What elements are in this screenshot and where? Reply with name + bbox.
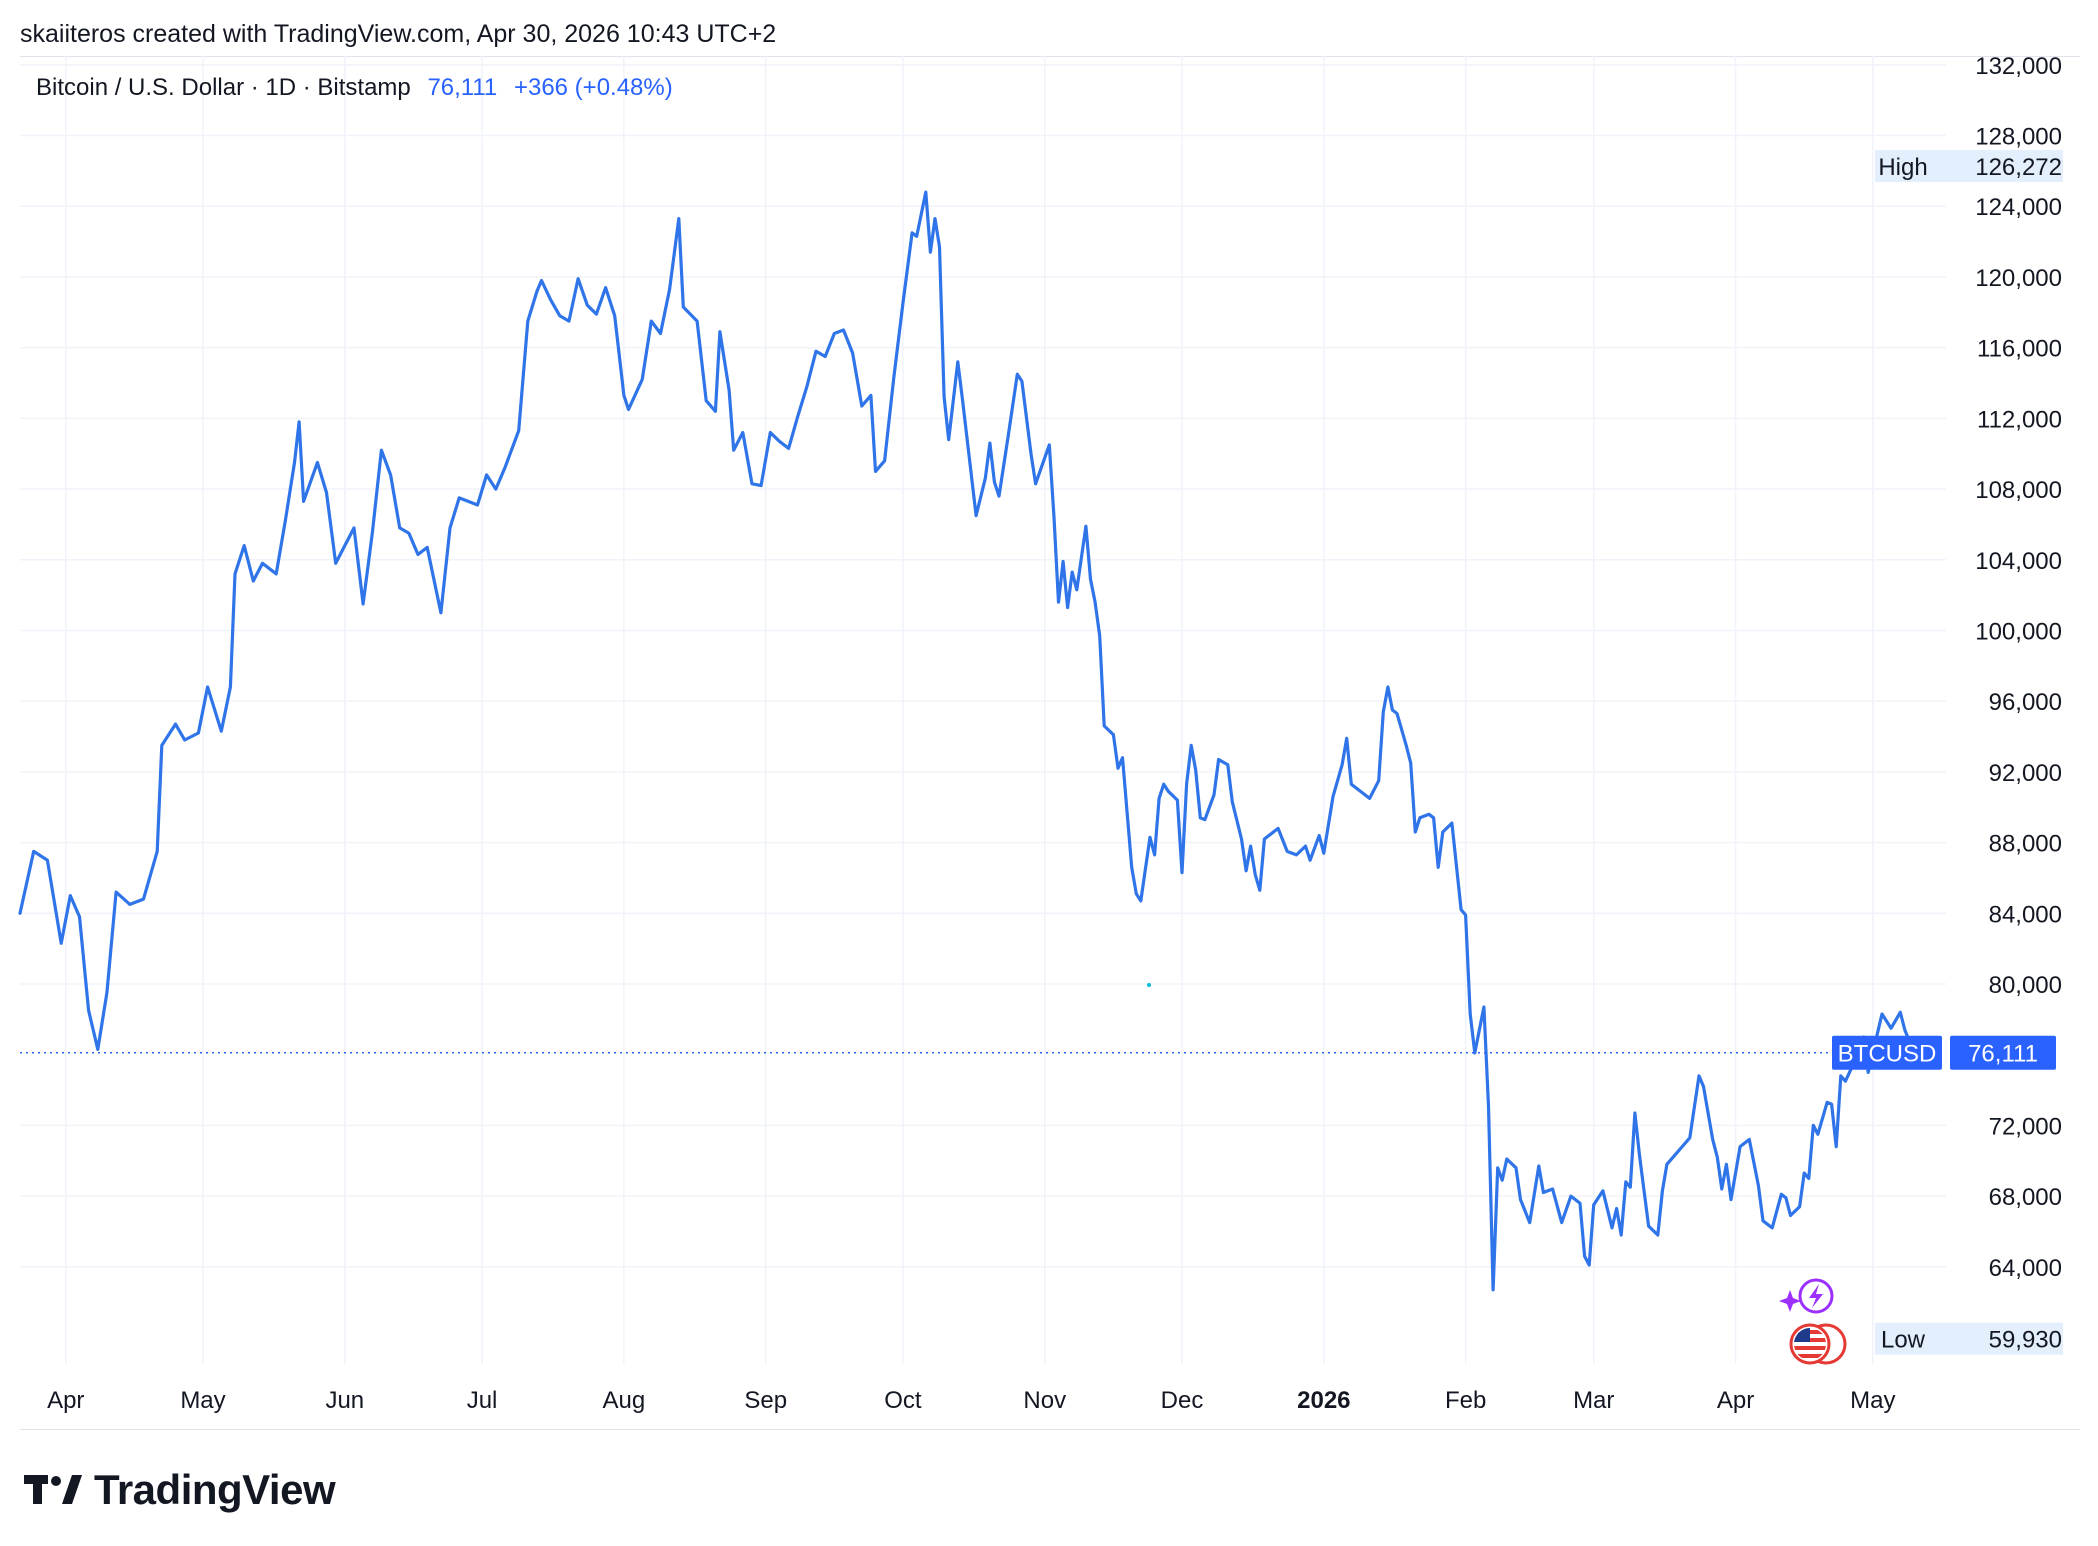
chart-area[interactable] [20, 56, 2080, 1430]
y-tick-label: 112,000 [1977, 406, 2062, 433]
legend-last-price: 76,111 [427, 74, 498, 101]
y-tick-label: 64,000 [1989, 1255, 2062, 1282]
x-tick-label: Jun [325, 1387, 364, 1414]
y-tick-label: 100,000 [1975, 618, 2062, 645]
x-tick-label: May [180, 1387, 225, 1414]
x-tick-label: Jul [467, 1387, 498, 1414]
y-tick-label: 132,000 [1975, 53, 2062, 80]
x-tick-label: Nov [1023, 1387, 1066, 1414]
high-value: 126,272 [1975, 154, 2062, 181]
x-tick-label: Oct [884, 1387, 922, 1414]
symbol-legend: Bitcoin / U.S. Dollar · 1D · Bitstamp 76… [36, 74, 673, 102]
y-tick-label: 92,000 [1989, 760, 2062, 787]
crosshair-dot [1147, 983, 1151, 987]
y-tick-label: 116,000 [1977, 336, 2062, 363]
y-tick-label: 80,000 [1989, 972, 2062, 999]
legend-change: +366 (+0.48%) [513, 74, 673, 101]
sparkle-bolt-icon[interactable] [1778, 1276, 1842, 1320]
y-tick-label: 96,000 [1989, 689, 2062, 716]
y-tick-label: 104,000 [1975, 548, 2062, 575]
y-tick-label: 68,000 [1989, 1184, 2062, 1211]
high-bg [1875, 150, 2063, 183]
us-flag-icon[interactable] [1786, 1322, 1850, 1366]
brand-name: TradingView [94, 1466, 336, 1513]
x-tick-label: Sep [744, 1387, 787, 1414]
symbol-title: Bitcoin / U.S. Dollar · 1D · Bitstamp [36, 74, 411, 101]
y-tick-label: 128,000 [1975, 124, 2062, 151]
y-tick-label: 72,000 [1989, 1113, 2062, 1140]
x-tick-label: Aug [603, 1387, 646, 1414]
symbol-tag-bg [1832, 1035, 1942, 1070]
high-label: High [1878, 154, 1927, 181]
x-tick-label: Feb [1445, 1387, 1486, 1414]
last-value-tag: 76,111 [1968, 1041, 2038, 1068]
x-tick-label: May [1850, 1387, 1895, 1414]
y-tick-label: 120,000 [1975, 265, 2062, 292]
tradingview-brand[interactable]: TradingView [24, 1466, 336, 1514]
x-tick-label: 2026 [1297, 1387, 1350, 1414]
y-tick-label: 84,000 [1989, 901, 2062, 928]
chart-credit: skaiiteros created with TradingView.com,… [20, 20, 777, 48]
y-tick-label: 88,000 [1989, 831, 2062, 858]
last-value-tag-bg [1950, 1035, 2056, 1070]
low-label: Low [1881, 1327, 1926, 1354]
y-tick-label: 108,000 [1975, 477, 2062, 504]
x-tick-label: Apr [47, 1387, 84, 1414]
tradingview-logo-icon [24, 1475, 82, 1504]
x-tick-label: Apr [1717, 1387, 1754, 1414]
low-bg [1875, 1322, 2063, 1355]
x-tick-label: Mar [1573, 1387, 1614, 1414]
symbol-tag: BTCUSD [1838, 1041, 1937, 1068]
price-series-line [18, 190, 1916, 1292]
x-tick-label: Dec [1161, 1387, 1204, 1414]
y-tick-label: 124,000 [1975, 194, 2062, 221]
low-value: 59,930 [1989, 1327, 2062, 1354]
